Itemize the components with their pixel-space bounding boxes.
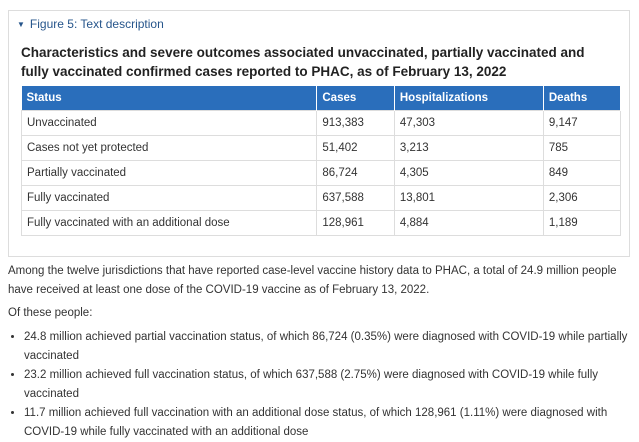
table-cell: 4,884: [393, 210, 544, 236]
table-cell: 128,961: [316, 210, 395, 236]
table-cell: Unvaccinated: [20, 110, 318, 136]
header-cell: Deaths: [543, 86, 622, 111]
table-cell: 637,588: [316, 185, 395, 211]
table-cell: 1,189: [542, 210, 622, 236]
data-table: Status Cases Hospitalizations Deaths Unvacc…: [20, 86, 622, 236]
intro-text: Of these people:: [8, 307, 93, 319]
table-row: Fully vaccinated 637,588 13,801 2,306: [20, 185, 622, 211]
table-caption: Characteristics and severe outcomes asso…: [21, 45, 585, 79]
table-body: Unvaccinated 913,383 47,303 9,147 Cases not …: [20, 110, 622, 236]
table-cell: 849: [542, 160, 622, 186]
header-cell: Cases: [316, 86, 395, 111]
table-cell: 4,305: [393, 160, 544, 186]
header-cell: Status: [21, 86, 318, 111]
table-row: Unvaccinated 913,383 47,303 9,147: [20, 110, 622, 136]
table-cell: 47,303: [393, 110, 544, 136]
bullet-item: 24.8 million achieved partial vaccinatio…: [24, 328, 639, 365]
header-row: Status Cases Hospitalizations Deaths: [21, 86, 622, 111]
bullet-list: 24.8 million achieved partial vaccinatio…: [8, 328, 639, 442]
table-cell: 9,147: [542, 110, 622, 136]
table-row: Partially vaccinated 86,724 4,305 849: [20, 160, 622, 186]
table-cell: 86,724: [316, 160, 395, 186]
table-cell: Cases not yet protected: [20, 135, 318, 161]
paragraph: Among the twelve jurisdictions that have…: [8, 265, 617, 296]
table-cell: Fully vaccinated with an additional dose: [20, 210, 318, 236]
table-cell: Partially vaccinated: [20, 160, 318, 186]
table-cell: 3,213: [393, 135, 544, 161]
table-row: Fully vaccinated with an additional dose…: [20, 210, 622, 236]
table-cell: 51,402: [316, 135, 395, 161]
details-box: Figure 5: Text description Characteristi…: [8, 10, 630, 257]
table-cell: 785: [542, 135, 622, 161]
table-cell: 13,801: [393, 185, 544, 211]
header-cell: Hospitalizations: [394, 86, 544, 111]
bullet-item: 23.2 million achieved full vaccination s…: [24, 366, 639, 403]
table-cell: Fully vaccinated: [20, 185, 318, 211]
bullet-item: 11.7 million achieved full vaccination w…: [24, 404, 639, 441]
table-row: Cases not yet protected 51,402 3,213 785: [20, 135, 622, 161]
table-cell: 913,383: [316, 110, 395, 136]
details-summary[interactable]: Figure 5: Text description: [17, 17, 164, 31]
table-cell: 2,306: [542, 185, 622, 211]
